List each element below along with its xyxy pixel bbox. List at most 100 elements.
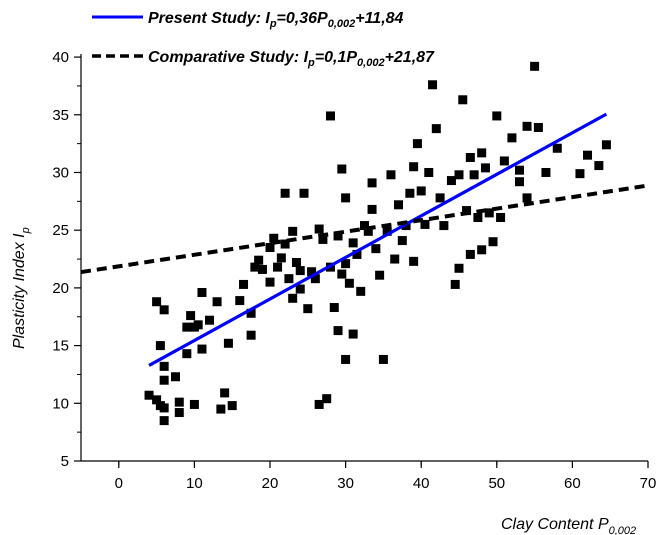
- data-point: [303, 304, 313, 314]
- y-axis-title-main: Plasticity Index I: [11, 233, 28, 349]
- data-point: [360, 221, 369, 231]
- data-point: [386, 170, 396, 180]
- data-point: [288, 226, 298, 236]
- y-axis-title-subscript: p: [20, 227, 32, 234]
- data-point: [235, 296, 245, 306]
- data-point: [159, 305, 169, 315]
- data-point: [273, 262, 283, 272]
- data-point: [246, 308, 256, 318]
- y-tick-label: 15: [52, 338, 69, 355]
- data-point: [314, 399, 324, 409]
- data-point: [182, 322, 192, 332]
- data-point: [341, 193, 351, 203]
- data-point: [397, 236, 407, 246]
- data-point: [416, 186, 426, 196]
- x-tick-label: 60: [564, 475, 581, 492]
- data-point: [291, 258, 301, 268]
- data-point: [212, 297, 222, 307]
- data-point: [348, 238, 358, 248]
- data-point: [159, 361, 169, 371]
- legend-text-part: =0,36P: [277, 10, 328, 27]
- data-point: [284, 274, 294, 284]
- data-point: [337, 164, 347, 174]
- data-point: [367, 204, 377, 214]
- data-point: [484, 208, 494, 218]
- data-point: [220, 388, 230, 398]
- data-point: [367, 178, 377, 188]
- data-point: [522, 121, 532, 131]
- data-point: [488, 237, 498, 247]
- data-point: [322, 394, 332, 404]
- legend-label-comparative-study: Comparative Study: Ip=0,1P0,002+21,87: [148, 49, 435, 69]
- data-point: [348, 329, 358, 339]
- x-tick-label: 70: [640, 475, 657, 492]
- data-point: [310, 274, 320, 284]
- y-tick-label: 35: [52, 107, 69, 124]
- data-point: [193, 320, 203, 330]
- data-point: [541, 167, 551, 177]
- data-point: [314, 224, 324, 234]
- data-point: [462, 206, 472, 216]
- data-point: [174, 397, 184, 407]
- data-point: [405, 188, 415, 198]
- data-point: [246, 330, 256, 340]
- legend-text-part: +11,84: [355, 10, 403, 27]
- data-point: [333, 231, 343, 241]
- data-point: [507, 133, 517, 143]
- data-point: [159, 403, 169, 413]
- data-point: [197, 344, 207, 354]
- data-point: [250, 262, 260, 272]
- legend-label-present-study: Present Study: Ip=0,36P0,002+11,84: [148, 10, 404, 30]
- y-axis-title: Plasticity Index Ip: [11, 227, 32, 349]
- data-point: [155, 341, 165, 351]
- data-point: [594, 161, 604, 171]
- legend-text-part: =0,1P: [315, 49, 358, 66]
- y-axis-ticks: 5 10 15 20 25 30 35 40: [52, 49, 81, 470]
- data-point: [280, 188, 290, 198]
- data-point: [465, 249, 475, 259]
- data-point: [394, 200, 404, 210]
- legend-text-part: +21,87: [385, 49, 435, 66]
- data-point: [465, 152, 475, 162]
- data-point: [514, 177, 524, 187]
- legend-subscript: p: [307, 57, 315, 69]
- data-point: [152, 297, 162, 307]
- data-point: [454, 170, 464, 180]
- y-tick-label: 5: [61, 453, 69, 470]
- data-point: [223, 338, 233, 348]
- data-point: [552, 143, 562, 153]
- y-tick-label: 10: [52, 395, 69, 412]
- data-point: [412, 139, 422, 149]
- data-point: [318, 234, 328, 244]
- data-point: [144, 390, 154, 400]
- data-point: [159, 416, 169, 426]
- data-point: [205, 315, 215, 325]
- y-tick-label: 40: [52, 49, 69, 66]
- data-point: [431, 124, 441, 134]
- legend: Present Study: Ip=0,36P0,002+11,84 Compa…: [92, 10, 435, 69]
- y-tick-label: 30: [52, 164, 69, 181]
- data-point: [435, 193, 445, 203]
- data-point: [473, 212, 483, 222]
- data-point: [390, 254, 400, 264]
- x-tick-label: 0: [115, 475, 123, 492]
- data-point: [522, 193, 532, 203]
- data-point: [420, 219, 430, 229]
- legend-text-part: Present Study: I: [148, 10, 270, 27]
- data-point: [454, 263, 464, 273]
- data-point: [499, 156, 509, 166]
- data-point: [341, 259, 351, 269]
- data-point: [257, 264, 267, 274]
- y-tick-label: 25: [52, 222, 69, 239]
- data-point: [450, 279, 460, 289]
- x-tick-label: 50: [488, 475, 505, 492]
- data-point: [371, 244, 381, 254]
- present-study-line: [148, 112, 608, 367]
- data-point: [428, 80, 438, 90]
- data-point: [299, 188, 309, 198]
- data-point: [409, 256, 419, 266]
- legend-text-part: Comparative Study: I: [148, 49, 309, 66]
- data-point: [216, 404, 226, 414]
- x-tick-label: 20: [262, 475, 279, 492]
